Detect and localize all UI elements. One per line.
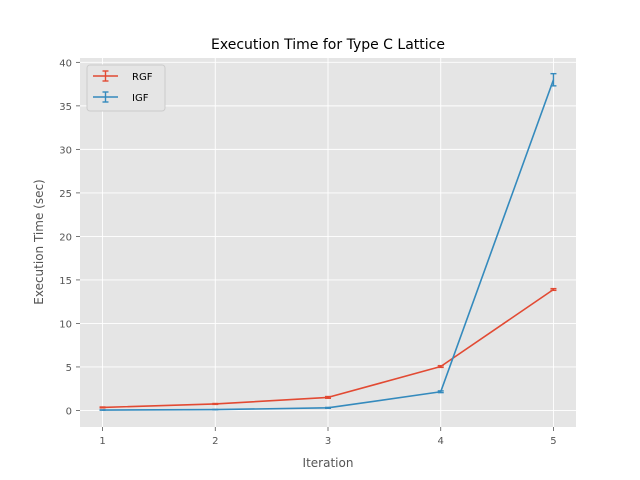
chart-title: Execution Time for Type C Lattice xyxy=(211,37,445,53)
x-tick-label: 3 xyxy=(325,436,331,447)
x-tick-label: 2 xyxy=(212,436,218,447)
error-bar-rgf xyxy=(212,402,219,406)
grid-lines xyxy=(80,58,576,427)
legend-label-rgf: RGF xyxy=(132,72,153,83)
y-axis-label: Execution Time (sec) xyxy=(32,179,46,304)
error-bar-igf xyxy=(550,72,557,87)
error-bar-igf xyxy=(437,390,444,394)
legend: RGF IGF xyxy=(86,64,166,112)
x-tick-label: 5 xyxy=(550,436,556,447)
legend-item-igf: IGF xyxy=(93,91,149,104)
series-layer xyxy=(99,72,557,411)
x-tick-label: 1 xyxy=(99,436,105,447)
error-bar-rgf xyxy=(325,395,331,399)
y-tick-label: 30 xyxy=(59,145,72,156)
y-tick-label: 20 xyxy=(59,232,72,243)
x-axis-ticks: 1 2 3 4 5 xyxy=(99,427,557,447)
x-tick-label: 4 xyxy=(438,436,444,447)
legend-item-rgf: RGF xyxy=(93,70,153,83)
x-axis-label: Iteration xyxy=(303,456,354,470)
y-tick-label: 35 xyxy=(59,102,72,113)
y-tick-label: 15 xyxy=(59,276,72,287)
y-tick-label: 5 xyxy=(66,363,72,374)
error-bar-rgf xyxy=(99,406,106,409)
legend-box xyxy=(86,64,166,112)
error-bar-rgf xyxy=(550,287,557,292)
legend-label-igf: IGF xyxy=(132,93,149,104)
y-tick-label: 10 xyxy=(59,319,72,330)
error-bar-igf xyxy=(325,406,331,409)
y-tick-label: 0 xyxy=(66,406,72,417)
error-bar-rgf xyxy=(437,364,444,369)
y-axis-ticks: 0 5 10 15 20 25 30 35 40 xyxy=(59,58,80,417)
y-tick-label: 40 xyxy=(59,58,72,69)
y-tick-label: 25 xyxy=(59,189,72,200)
